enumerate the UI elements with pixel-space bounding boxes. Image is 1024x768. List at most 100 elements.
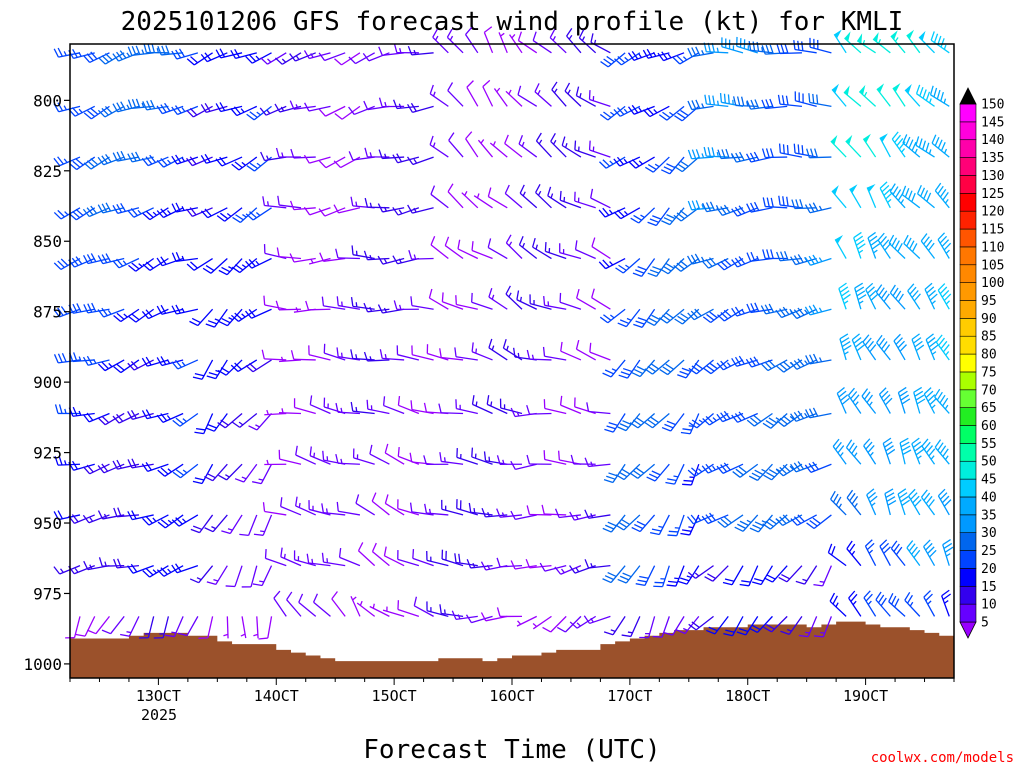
barb-full-feather	[627, 52, 635, 61]
barb-half-feather	[698, 419, 704, 424]
barb-staff	[295, 454, 317, 465]
wind-barb	[230, 359, 258, 373]
barb-full-feather	[637, 265, 647, 271]
barb-staff	[429, 93, 449, 107]
wind-barb	[216, 207, 243, 222]
wind-barb	[127, 458, 154, 469]
barb-full-feather	[116, 102, 123, 112]
wind-barb	[438, 403, 464, 415]
barb-full-feather	[765, 623, 775, 630]
wind-barb	[141, 154, 169, 167]
wind-barb	[578, 29, 597, 54]
barb-full-feather	[865, 441, 873, 450]
barb-half-feather	[383, 258, 388, 264]
barb-staff	[872, 38, 891, 54]
barb-staff	[264, 510, 287, 516]
barb-staff	[309, 156, 331, 164]
barb-full-feather	[939, 188, 947, 198]
barb-full-feather	[53, 103, 60, 113]
wind-barb	[834, 234, 847, 259]
wind-barb	[262, 502, 287, 516]
barb-full-feather	[112, 415, 120, 424]
wind-barb	[153, 616, 170, 639]
barb-full-feather	[908, 543, 916, 552]
barb-full-feather	[239, 533, 249, 537]
barb-staff	[550, 615, 567, 633]
barb-half-feather	[609, 314, 615, 319]
x-axis-title: Forecast Time (UTC)	[363, 735, 660, 765]
colorbar-box	[959, 121, 977, 141]
barb-full-feather	[262, 196, 266, 206]
chart-title: 2025101206 GFS forecast wind profile (kt…	[121, 7, 904, 37]
wind-barb	[615, 258, 641, 274]
barb-half-feather	[255, 211, 261, 217]
barb-full-feather	[732, 96, 737, 106]
barb-half-feather	[228, 266, 233, 270]
barb-full-feather	[175, 304, 181, 314]
barb-full-feather	[883, 546, 891, 554]
barb-half-feather	[894, 37, 899, 42]
colorbar-box	[959, 157, 977, 176]
barb-half-feather	[873, 249, 878, 254]
barb-full-feather	[439, 348, 442, 358]
barb-full-feather	[603, 631, 614, 636]
colorbar-label: 70	[981, 383, 997, 398]
barb-staff	[397, 354, 420, 361]
wind-barb	[142, 257, 169, 271]
barb-full-feather	[364, 147, 369, 158]
barb-full-feather	[736, 96, 741, 106]
barb-full-feather	[723, 632, 733, 637]
wind-barb	[831, 83, 847, 107]
barb-full-feather	[939, 492, 948, 500]
wind-barb	[304, 102, 331, 112]
barb-full-feather	[156, 305, 163, 315]
barb-full-feather	[881, 341, 888, 350]
barb-full-feather	[677, 374, 687, 379]
barb-full-feather	[83, 112, 92, 120]
barb-full-feather	[174, 105, 182, 114]
barb-full-feather	[98, 57, 106, 65]
barb-half-feather	[701, 153, 705, 159]
barb-half-feather	[181, 206, 185, 211]
barb-full-feather	[429, 135, 434, 145]
wind-barb	[253, 514, 273, 536]
barb-full-feather	[812, 254, 819, 264]
barb-full-feather	[116, 363, 125, 371]
barb-full-feather	[627, 106, 635, 115]
barb-full-feather	[233, 106, 241, 115]
wind-barb	[190, 514, 214, 534]
colorbar-box	[959, 532, 977, 551]
barb-full-feather	[854, 235, 864, 243]
wind-barb	[356, 600, 376, 617]
colorbar-label: 85	[981, 330, 997, 345]
barb-full-feather	[632, 272, 642, 277]
colorbar-box	[959, 568, 977, 587]
barb-half-feather	[311, 558, 314, 564]
barb-full-feather	[249, 162, 259, 170]
wind-barb	[876, 334, 891, 361]
wind-barb	[112, 50, 140, 62]
wind-barb	[457, 239, 479, 260]
wind-barb	[657, 51, 685, 62]
barb-full-feather	[768, 303, 775, 313]
barb-full-feather	[636, 520, 646, 527]
barb-full-feather	[925, 91, 931, 101]
barb-full-feather	[105, 253, 112, 263]
barb-full-feather	[634, 368, 644, 375]
barb-full-feather	[618, 264, 627, 271]
wind-barb	[444, 236, 464, 260]
barb-half-feather	[295, 104, 299, 109]
barb-full-feather	[613, 211, 622, 220]
barb-half-feather	[930, 455, 935, 460]
barb-half-feather	[266, 409, 269, 415]
barb-full-feather	[112, 152, 118, 162]
barb-full-feather	[750, 202, 756, 212]
wind-barb	[198, 616, 214, 639]
barb-full-feather	[127, 46, 133, 56]
barb-full-feather	[112, 460, 119, 470]
barb-full-feather	[53, 566, 61, 575]
barb-full-feather	[687, 255, 693, 265]
barb-full-feather	[779, 417, 788, 425]
barb-staff	[843, 91, 862, 107]
barb-half-feather	[818, 205, 823, 211]
